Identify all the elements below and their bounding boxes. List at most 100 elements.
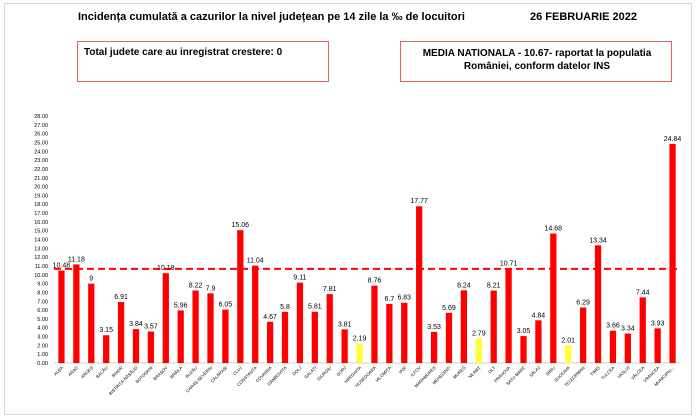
bar — [594, 245, 602, 363]
bar — [669, 143, 676, 363]
bar — [490, 290, 497, 363]
bar — [639, 297, 646, 363]
bar — [192, 290, 199, 363]
bar-value-label: 17.77 — [410, 198, 428, 205]
category-label: VASLUI — [616, 365, 630, 379]
bar-value-label: 3.93 — [651, 320, 665, 327]
chart-title: Incidența cumulată a cazurilor la nivel … — [78, 11, 465, 23]
category-label: TIMIȘ — [589, 365, 601, 377]
category-label: BRĂILA — [169, 365, 183, 379]
bar-value-label: 7.9 — [206, 285, 216, 292]
bar-value-label: 13.34 — [589, 237, 607, 244]
bar-value-label: 3.66 — [606, 323, 620, 330]
bar — [550, 233, 557, 363]
category-label: GIURGIU — [316, 365, 333, 382]
chart-frame — [4, 3, 692, 415]
y-tick-label: 4.00 — [37, 326, 48, 332]
bar-value-label: 15.06 — [232, 222, 250, 229]
y-tick-label: 25.00 — [34, 140, 48, 146]
category-label: CARAȘ-SEVERIN — [185, 365, 213, 393]
national-average-text: MEDIA NATIONALA - 10.67- raportat la pop… — [422, 48, 652, 72]
y-tick-label: 0.00 — [37, 361, 48, 367]
bar — [296, 282, 304, 363]
bar-value-label: 8.22 — [189, 282, 203, 289]
y-tick-label: 24.00 — [34, 149, 48, 155]
bar — [565, 345, 572, 363]
bar — [281, 311, 289, 363]
bar — [445, 312, 453, 363]
bar-value-label: 5.8 — [280, 304, 290, 311]
bar-value-label: 8.21 — [487, 283, 501, 290]
y-tick-label: 8.00 — [37, 290, 48, 296]
category-label: BRAȘOV — [152, 365, 168, 381]
category-label: BACĂU — [95, 365, 109, 379]
bar-value-label: 3.05 — [517, 328, 531, 335]
bar — [401, 302, 408, 363]
bar-value-label: 10.71 — [500, 261, 518, 268]
category-label: NEAMȚ — [467, 365, 481, 379]
y-tick-label: 7.00 — [37, 299, 48, 305]
bar-value-label: 11.04 — [247, 258, 264, 265]
category-label: ARAD — [67, 365, 79, 377]
bar-value-label: 3.53 — [427, 324, 441, 331]
bar — [475, 338, 482, 363]
category-label: IALOMIȚA — [374, 365, 392, 383]
y-tick-label: 16.00 — [34, 220, 48, 226]
category-label: OLT — [487, 365, 496, 374]
bar-value-label: 9 — [89, 276, 93, 283]
category-label: BIHOR — [111, 365, 124, 378]
bar-value-label: 3.34 — [621, 326, 635, 333]
category-label: MUREȘ — [452, 365, 467, 380]
bar — [416, 206, 423, 363]
y-tick-label: 23.00 — [34, 158, 48, 164]
bar — [371, 285, 378, 363]
bar-value-label: 3.84 — [129, 321, 143, 328]
bar-value-label: 10.48 — [53, 263, 71, 270]
bar — [88, 283, 95, 363]
bar — [103, 335, 110, 363]
y-tick-label: 15.00 — [34, 229, 48, 235]
bar — [132, 329, 140, 363]
category-label: ALBA — [53, 365, 64, 376]
category-label: BUZĂU — [184, 365, 198, 379]
bar — [162, 273, 169, 363]
bar — [58, 270, 65, 363]
category-label: CLUJ — [232, 365, 243, 376]
bar-value-label: 6.91 — [114, 294, 128, 301]
y-tick-label: 18.00 — [34, 202, 48, 208]
bar — [252, 265, 259, 363]
y-tick-label: 13.00 — [34, 246, 48, 252]
bar — [311, 311, 318, 363]
y-tick-label: 20.00 — [34, 185, 48, 191]
y-tick-label: 10.00 — [34, 273, 48, 279]
y-tick-label: 21.00 — [34, 176, 48, 182]
bar-value-label: 8.24 — [457, 282, 471, 289]
bar-value-label: 6.83 — [397, 295, 411, 302]
bar — [505, 268, 512, 363]
bar-value-label: 5.96 — [174, 302, 188, 309]
bar-value-label: 5.69 — [442, 305, 456, 312]
bar — [341, 329, 348, 363]
category-label: DOLJ — [291, 365, 302, 376]
bar — [460, 290, 468, 363]
bar-value-label: 7.44 — [636, 289, 650, 296]
bar-value-label: 8.76 — [368, 278, 382, 285]
bar-value-label: 7.81 — [323, 286, 337, 293]
bar — [73, 264, 80, 363]
category-label: IAȘI — [398, 365, 407, 374]
y-tick-label: 17.00 — [34, 211, 48, 217]
bar-value-label: 11.18 — [68, 256, 85, 263]
y-tick-label: 6.00 — [37, 308, 48, 314]
category-label: TULCEA — [600, 365, 616, 381]
bar — [654, 328, 661, 363]
bar-value-label: 2.19 — [353, 336, 367, 343]
y-tick-label: 28.00 — [34, 114, 48, 120]
bar — [430, 331, 438, 363]
bar — [222, 309, 229, 363]
bar-value-label: 6.05 — [219, 302, 233, 309]
bar-value-label: 3.81 — [338, 321, 352, 328]
y-tick-label: 12.00 — [34, 255, 48, 261]
category-label: GORJ — [335, 365, 347, 377]
bar-value-label: 3.57 — [144, 324, 158, 331]
bar-value-label: 6.29 — [576, 300, 590, 307]
